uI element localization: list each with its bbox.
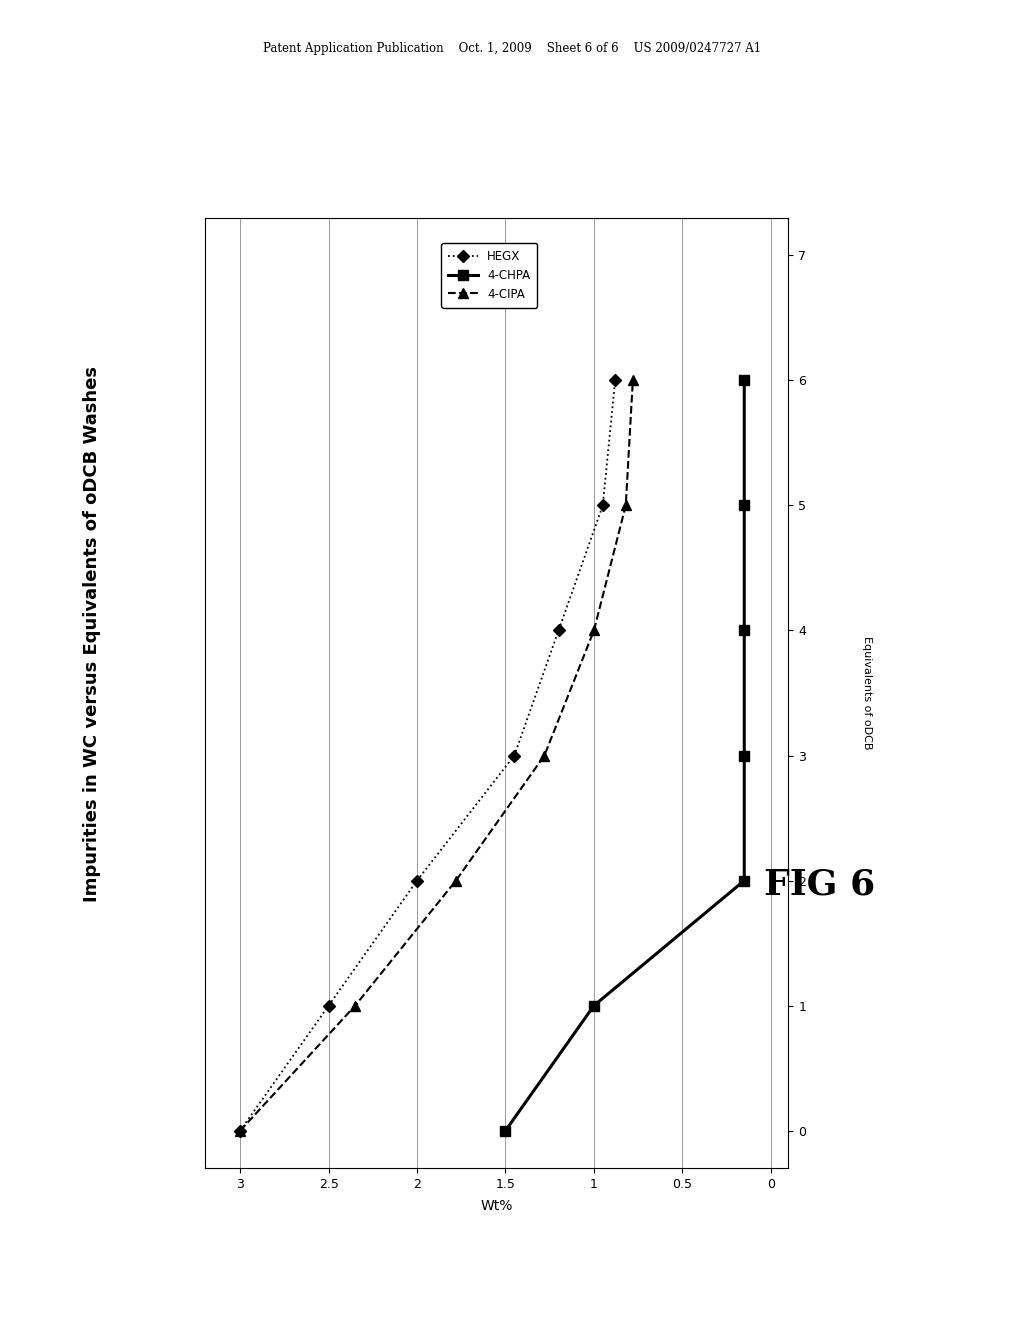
Y-axis label: Equivalents of oDCB: Equivalents of oDCB [862,636,871,750]
Legend: HEGX, 4-CHPA, 4-CIPA: HEGX, 4-CHPA, 4-CIPA [441,243,538,308]
HEGX [552,623,564,639]
HEGX [508,747,520,763]
4-CIPA [588,623,600,639]
4-CIPA [234,1123,247,1139]
HEGX [411,873,423,888]
4-CIPA [450,873,462,888]
Text: FIG 6: FIG 6 [764,867,874,902]
4-CHPA [738,498,751,513]
4-CHPA [738,873,751,888]
Line: 4-CIPA: 4-CIPA [236,375,638,1135]
4-CIPA [627,372,639,388]
Text: Impurities in WC versus Equivalents of oDCB Washes: Impurities in WC versus Equivalents of o… [83,366,101,902]
X-axis label: Wt%: Wt% [480,1200,513,1213]
4-CHPA [500,1123,512,1139]
4-CHPA [738,372,751,388]
4-CHPA [588,998,600,1014]
HEGX [323,998,335,1014]
4-CHPA [738,623,751,639]
4-CIPA [349,998,361,1014]
HEGX [234,1123,247,1139]
4-CIPA [539,747,551,763]
4-CIPA [620,498,632,513]
Line: 4-CHPA: 4-CHPA [501,375,750,1135]
4-CHPA [738,747,751,763]
HEGX [609,372,622,388]
Line: HEGX: HEGX [236,376,620,1135]
Text: Patent Application Publication    Oct. 1, 2009    Sheet 6 of 6    US 2009/024772: Patent Application Publication Oct. 1, 2… [263,42,761,55]
HEGX [597,498,609,513]
